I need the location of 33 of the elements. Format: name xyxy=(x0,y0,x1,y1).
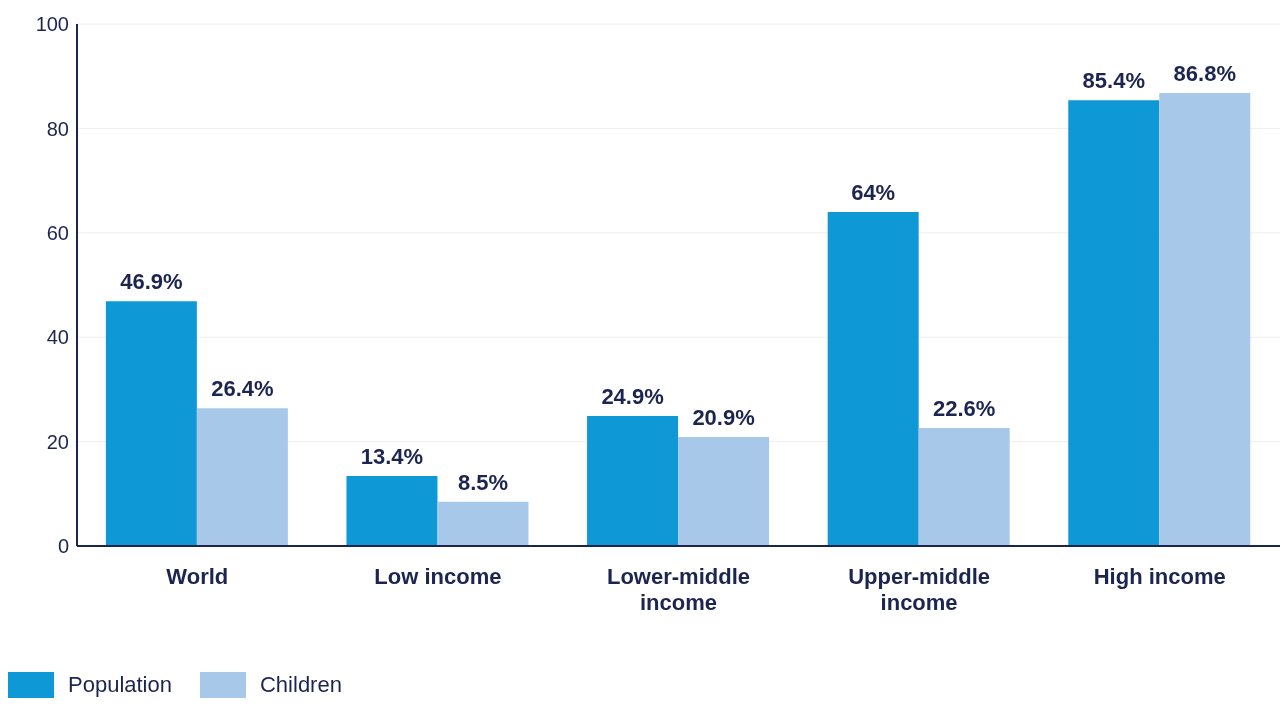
x-tick-label: World xyxy=(166,564,229,589)
data-label: 8.5% xyxy=(457,469,509,495)
legend-label: Population xyxy=(68,672,172,698)
data-label: 85.4% xyxy=(1082,68,1145,94)
bar xyxy=(587,416,679,546)
y-tick-label: 60 xyxy=(46,221,69,244)
bar xyxy=(105,301,197,546)
data-label: 64% xyxy=(851,179,896,205)
data-label: 24.9% xyxy=(601,384,664,410)
data-label: 13.4% xyxy=(360,444,424,470)
x-tick-label: Upper-middle income xyxy=(848,564,990,615)
y-tick-label: 20 xyxy=(46,430,69,453)
bar xyxy=(196,408,288,546)
legend-label: Children xyxy=(259,672,342,698)
bar xyxy=(1159,92,1251,546)
bar xyxy=(918,428,1010,546)
bar xyxy=(437,501,529,546)
data-label: 26.4% xyxy=(211,376,274,402)
y-tick-label: 0 xyxy=(57,535,69,558)
data-label: 46.9% xyxy=(120,269,183,295)
bar xyxy=(346,476,438,546)
data-label: 22.6% xyxy=(932,396,996,422)
x-tick-label: Low income xyxy=(374,564,502,589)
bar xyxy=(678,436,770,546)
data-label: 20.9% xyxy=(692,404,755,430)
y-tick-label: 40 xyxy=(46,326,69,349)
y-tick-label: 100 xyxy=(35,13,69,36)
bar xyxy=(827,211,919,546)
x-tick-label: High income xyxy=(1093,564,1226,589)
x-tick-label: Lower-middle income xyxy=(606,564,751,615)
bar xyxy=(1068,100,1160,546)
y-tick-label: 80 xyxy=(46,117,69,140)
data-label: 86.8% xyxy=(1173,60,1236,86)
